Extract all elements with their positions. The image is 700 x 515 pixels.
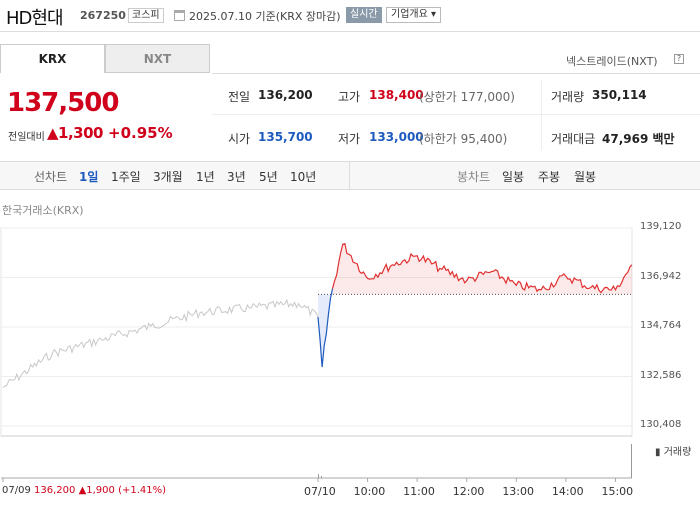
realtime-button[interactable]: 실시간 [346, 7, 382, 23]
period-3m[interactable]: 3개월 [153, 170, 183, 184]
period-10y[interactable]: 10년 [290, 170, 317, 184]
divider [212, 73, 700, 74]
divider [0, 31, 700, 32]
prev-day-change: ▲1,900 [78, 485, 115, 496]
volume-value: 350,114 [592, 88, 647, 102]
period-weekly[interactable]: 주봉 [538, 170, 561, 184]
x-tick-label: 07/10 [304, 485, 336, 498]
help-icon[interactable]: ? [674, 54, 684, 64]
y-tick-label: 134,764 [640, 320, 682, 331]
price-area-up [332, 243, 632, 295]
x-tick-label: 14:00 [551, 485, 584, 498]
period-daily[interactable]: 일봉 [502, 170, 525, 184]
x-tick-label: 15:00 [601, 485, 634, 498]
high-value: 138,400 [369, 88, 424, 102]
divider [541, 80, 542, 150]
y-tick-label: 139,120 [640, 221, 682, 232]
market-badge: 코스피 [128, 8, 164, 23]
x-tick-label: 12:00 [452, 485, 485, 498]
x-tick-label: 10:00 [353, 485, 386, 498]
lower-limit: (하한가 95,400) [419, 132, 508, 146]
divider [349, 162, 350, 189]
prev-day-close: 136,200 [34, 485, 76, 496]
period-bar [0, 161, 700, 190]
open-label: 시가 [228, 132, 251, 146]
tab-nxt[interactable]: NXT [105, 44, 210, 73]
date-text: 2025.07.10 기준(KRX 장마감) [189, 10, 341, 23]
y-tick-label: 136,942 [640, 270, 682, 282]
volume-bar [318, 474, 319, 478]
stock-code: 267250 [80, 9, 126, 22]
low-value: 133,000 [369, 130, 424, 144]
y-tick-label: 130,408 [640, 419, 682, 430]
period-1y[interactable]: 1년 [196, 170, 215, 184]
high-label: 고가 [338, 90, 361, 104]
prev-value: 136,200 [258, 88, 313, 102]
stock-name: HD현대 [6, 8, 64, 29]
volume-label: 거래량 [551, 90, 585, 104]
prev-day-pct: (+1.41%) [118, 485, 167, 496]
chart-frame [0, 227, 633, 437]
prev-day-line [2, 298, 319, 388]
amount-value: 47,969 백만 [602, 132, 675, 146]
low-label: 저가 [338, 132, 361, 146]
calendar-icon [174, 10, 185, 21]
price-line-down [317, 288, 334, 368]
period-1d[interactable]: 1일 [79, 170, 99, 184]
change-label: 전일대비 [8, 132, 45, 143]
prev-label: 전일 [228, 90, 251, 104]
change-value: ▲1,300 [47, 124, 103, 142]
price-line-up [331, 243, 633, 294]
open-value: 135,700 [258, 130, 313, 144]
x-tick-label: 11:00 [403, 485, 435, 498]
candle-chart-label: 봉차트 [457, 170, 491, 184]
period-1w[interactable]: 1주일 [111, 170, 141, 184]
volume-bar [321, 476, 322, 478]
upper-limit: (상한가 177,000) [419, 90, 515, 104]
nxt-link[interactable]: 넥스트레이드(NXT) [566, 55, 658, 68]
source-label: 한국거래소(KRX) [2, 204, 84, 217]
prev-day-date: 07/09 [2, 485, 31, 496]
volume-legend-label: 거래량 [663, 447, 692, 458]
prev-day-info: 07/09 136,200 ▲1,900 (+1.41%) [2, 485, 166, 496]
tab-krx[interactable]: KRX [0, 44, 105, 73]
company-overview-button[interactable]: 기업개요 ▾ [386, 7, 441, 23]
amount-label: 거래대금 [551, 132, 596, 146]
divider [212, 114, 700, 115]
volume-legend: ▮ 거래량 [655, 447, 692, 458]
current-price: 137,500 [7, 88, 119, 118]
volume-bar [631, 444, 632, 478]
change-percent: +0.95% [108, 124, 173, 142]
x-tick-label: 13:00 [502, 485, 535, 498]
y-tick-label: 132,586 [640, 369, 682, 381]
period-3y[interactable]: 3년 [227, 170, 246, 184]
period-monthly[interactable]: 월봉 [574, 170, 597, 184]
period-5y[interactable]: 5년 [259, 170, 278, 184]
line-chart-label: 선차트 [34, 170, 68, 184]
